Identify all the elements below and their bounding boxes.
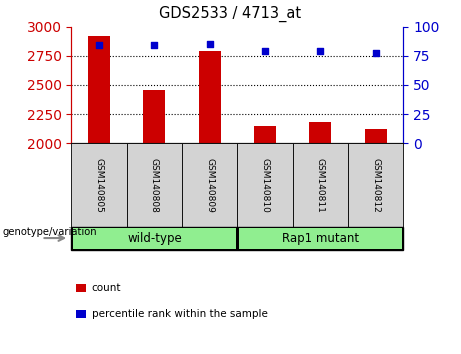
- Bar: [199, 51, 221, 143]
- Text: GDS2533 / 4713_at: GDS2533 / 4713_at: [160, 5, 301, 22]
- Bar: [254, 126, 276, 143]
- Point: [95, 42, 103, 48]
- Text: wild-type: wild-type: [127, 232, 182, 245]
- Point: [372, 51, 379, 56]
- Bar: [88, 36, 110, 143]
- Bar: [365, 129, 387, 143]
- Text: GSM140805: GSM140805: [95, 158, 104, 212]
- Text: GSM140811: GSM140811: [316, 158, 325, 212]
- Text: GSM140810: GSM140810: [260, 158, 270, 212]
- Text: GSM140808: GSM140808: [150, 158, 159, 212]
- Bar: [309, 122, 331, 143]
- Text: GSM140812: GSM140812: [371, 158, 380, 212]
- Point: [151, 42, 158, 48]
- Point: [206, 41, 213, 47]
- Text: GSM140809: GSM140809: [205, 158, 214, 212]
- Text: percentile rank within the sample: percentile rank within the sample: [92, 309, 268, 319]
- Point: [317, 48, 324, 54]
- Text: genotype/variation: genotype/variation: [2, 227, 97, 237]
- Bar: [143, 90, 165, 143]
- Point: [261, 48, 269, 54]
- Text: Rap1 mutant: Rap1 mutant: [282, 232, 359, 245]
- Text: count: count: [92, 283, 121, 293]
